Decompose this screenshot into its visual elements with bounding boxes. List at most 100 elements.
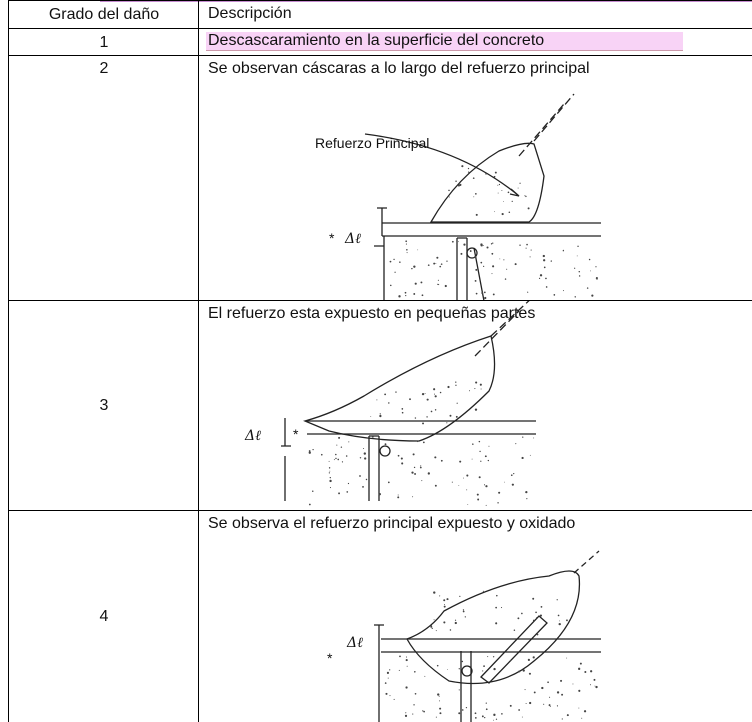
texture-dot (497, 184, 499, 186)
texture-dot (474, 279, 477, 282)
texture-dot (387, 481, 390, 484)
texture-dot (434, 456, 437, 459)
texture-dot (475, 213, 478, 216)
texture-dot (532, 597, 535, 600)
texture-dot (476, 493, 479, 496)
texture-dot (335, 453, 337, 456)
texture-dot (514, 263, 517, 266)
texture-dot (472, 443, 474, 445)
grade-cell: 1 (8, 28, 199, 56)
texture-dot (411, 471, 414, 474)
texture-dot (430, 625, 433, 628)
texture-dot (517, 187, 519, 189)
texture-dot (594, 685, 596, 687)
texture-dot (439, 595, 441, 597)
texture-dot (538, 277, 541, 279)
texture-dot (414, 282, 417, 285)
texture-dot (423, 710, 425, 713)
texture-dot (525, 247, 527, 249)
texture-dot (562, 250, 565, 252)
texture-dot (549, 696, 551, 698)
diagram-label: Refuerzo Principal (315, 135, 429, 151)
texture-dot (427, 264, 430, 266)
header-text: Descripción (208, 5, 292, 22)
top-rule (100, 0, 752, 2)
texture-dot (527, 658, 530, 661)
texture-dot (492, 265, 495, 268)
texture-dot (525, 490, 528, 494)
texture-dot (460, 252, 463, 255)
texture-dot (473, 196, 475, 198)
texture-dot (475, 268, 478, 271)
texture-dot (474, 408, 478, 411)
texture-dot (495, 622, 498, 625)
texture-dot (509, 659, 512, 662)
texture-dot (389, 669, 391, 671)
texture-dot (462, 610, 465, 613)
texture-dot (412, 713, 414, 715)
texture-dot (413, 704, 415, 706)
texture-dot (308, 450, 311, 452)
texture-dot (337, 458, 340, 461)
texture-dot (497, 192, 499, 194)
texture-dot (466, 489, 468, 491)
texture-dot (543, 703, 545, 705)
texture-dot (414, 670, 416, 673)
texture-dot (451, 240, 454, 243)
texture-dot (475, 292, 478, 295)
texture-dot (550, 260, 552, 262)
texture-dot (413, 466, 416, 469)
texture-dot (414, 473, 417, 475)
texture-dot (485, 504, 487, 506)
texture-dot (434, 409, 437, 411)
texture-dot (490, 243, 493, 245)
texture-dot (417, 249, 419, 251)
texture-dot (459, 183, 462, 187)
texture-dot (533, 437, 535, 439)
texture-dot (492, 293, 495, 296)
texture-dot (387, 677, 389, 679)
texture-dot (507, 191, 510, 194)
texture-dot (485, 702, 487, 704)
texture-dot (499, 258, 501, 260)
texture-dot (372, 436, 374, 438)
texture-dot (553, 294, 556, 296)
texture-dot (589, 684, 592, 686)
texture-dot (579, 662, 582, 665)
texture-dot (583, 710, 587, 713)
texture-dot (397, 496, 400, 499)
texture-dot (400, 457, 403, 460)
texture-dot (483, 244, 485, 246)
texture-dot (483, 484, 486, 486)
texture-dot (399, 261, 401, 263)
texture-dot (455, 180, 457, 183)
texture-dot (521, 716, 523, 718)
texture-dot (542, 254, 545, 258)
texture-dot (474, 387, 476, 390)
texture-dot (524, 689, 526, 691)
texture-dot (480, 388, 482, 390)
texture-dot (483, 291, 486, 294)
description-cell: Se observan cáscaras a lo largo del refu… (198, 55, 752, 301)
texture-dot (529, 256, 531, 258)
texture-dot (399, 655, 401, 658)
texture-dot (345, 455, 348, 457)
texture-dot (483, 665, 485, 667)
texture-dot (443, 599, 446, 602)
texture-dot (424, 393, 426, 395)
texture-dot (433, 591, 436, 594)
texture-dot (484, 296, 487, 300)
texture-dot (498, 183, 501, 186)
texture-dot (328, 472, 330, 474)
texture-dot (487, 656, 489, 658)
texture-dot (440, 459, 443, 462)
texture-dot (439, 700, 441, 702)
texture-dot (446, 422, 448, 424)
texture-dot (370, 416, 372, 418)
texture-dot (393, 698, 395, 700)
texture-dot (485, 173, 487, 175)
texture-dot (539, 274, 543, 277)
texture-dot (491, 252, 494, 255)
texture-dot (578, 275, 581, 277)
texture-dot (595, 266, 597, 268)
